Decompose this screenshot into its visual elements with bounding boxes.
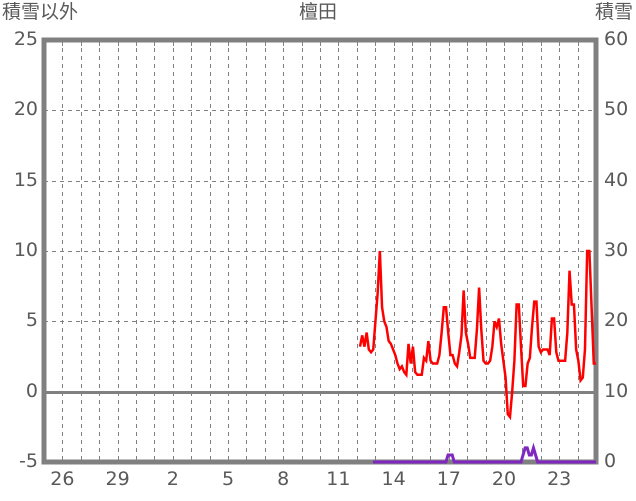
x-axis-tick-4: 8 (277, 468, 290, 490)
x-axis-tick-7: 17 (436, 468, 461, 490)
y-axis-left-tick-3: 10 (13, 239, 38, 261)
x-axis-tick-2: 2 (166, 468, 179, 490)
x-axis-tick-3: 5 (221, 468, 235, 490)
y-axis-left-tick-5: 0 (25, 379, 38, 402)
x-axis-tick-5: 11 (326, 468, 351, 490)
y-axis-right-tick-1: 50 (604, 98, 629, 121)
x-axis-tick-1: 29 (105, 468, 130, 490)
right-axis-title: 積雪 (594, 1, 633, 23)
series-line-rain (358, 249, 596, 421)
y-axis-left-tick-6: -5 (19, 450, 38, 472)
x-axis-tick-0: 26 (50, 468, 75, 490)
y-axis-left-tick-2: 15 (13, 168, 38, 191)
y-axis-right-tick-0: 60 (604, 28, 629, 50)
x-axis-tick-6: 14 (381, 468, 406, 490)
x-axis-tick-9: 23 (547, 468, 572, 490)
y-axis-left-tick-1: 20 (13, 98, 38, 121)
y-axis-right-tick-2: 40 (604, 168, 629, 191)
left-axis-title: 積雪以外 (2, 1, 79, 23)
chart-title: 檀田 (298, 1, 337, 23)
series-line-snow (373, 442, 596, 464)
y-axis-right-tick-5: 10 (604, 379, 629, 402)
x-axis-tick-8: 20 (491, 468, 517, 490)
y-axis-right-tick-3: 30 (604, 239, 629, 261)
y-axis-left-tick-0: 25 (13, 28, 38, 50)
y-axis-left-tick-4: 5 (25, 309, 38, 332)
gridlines (44, 40, 596, 462)
axis-tick-marks (62, 40, 579, 462)
y-axis-right-tick-6: 0 (604, 450, 617, 472)
y-axis-right-tick-4: 20 (604, 309, 629, 332)
